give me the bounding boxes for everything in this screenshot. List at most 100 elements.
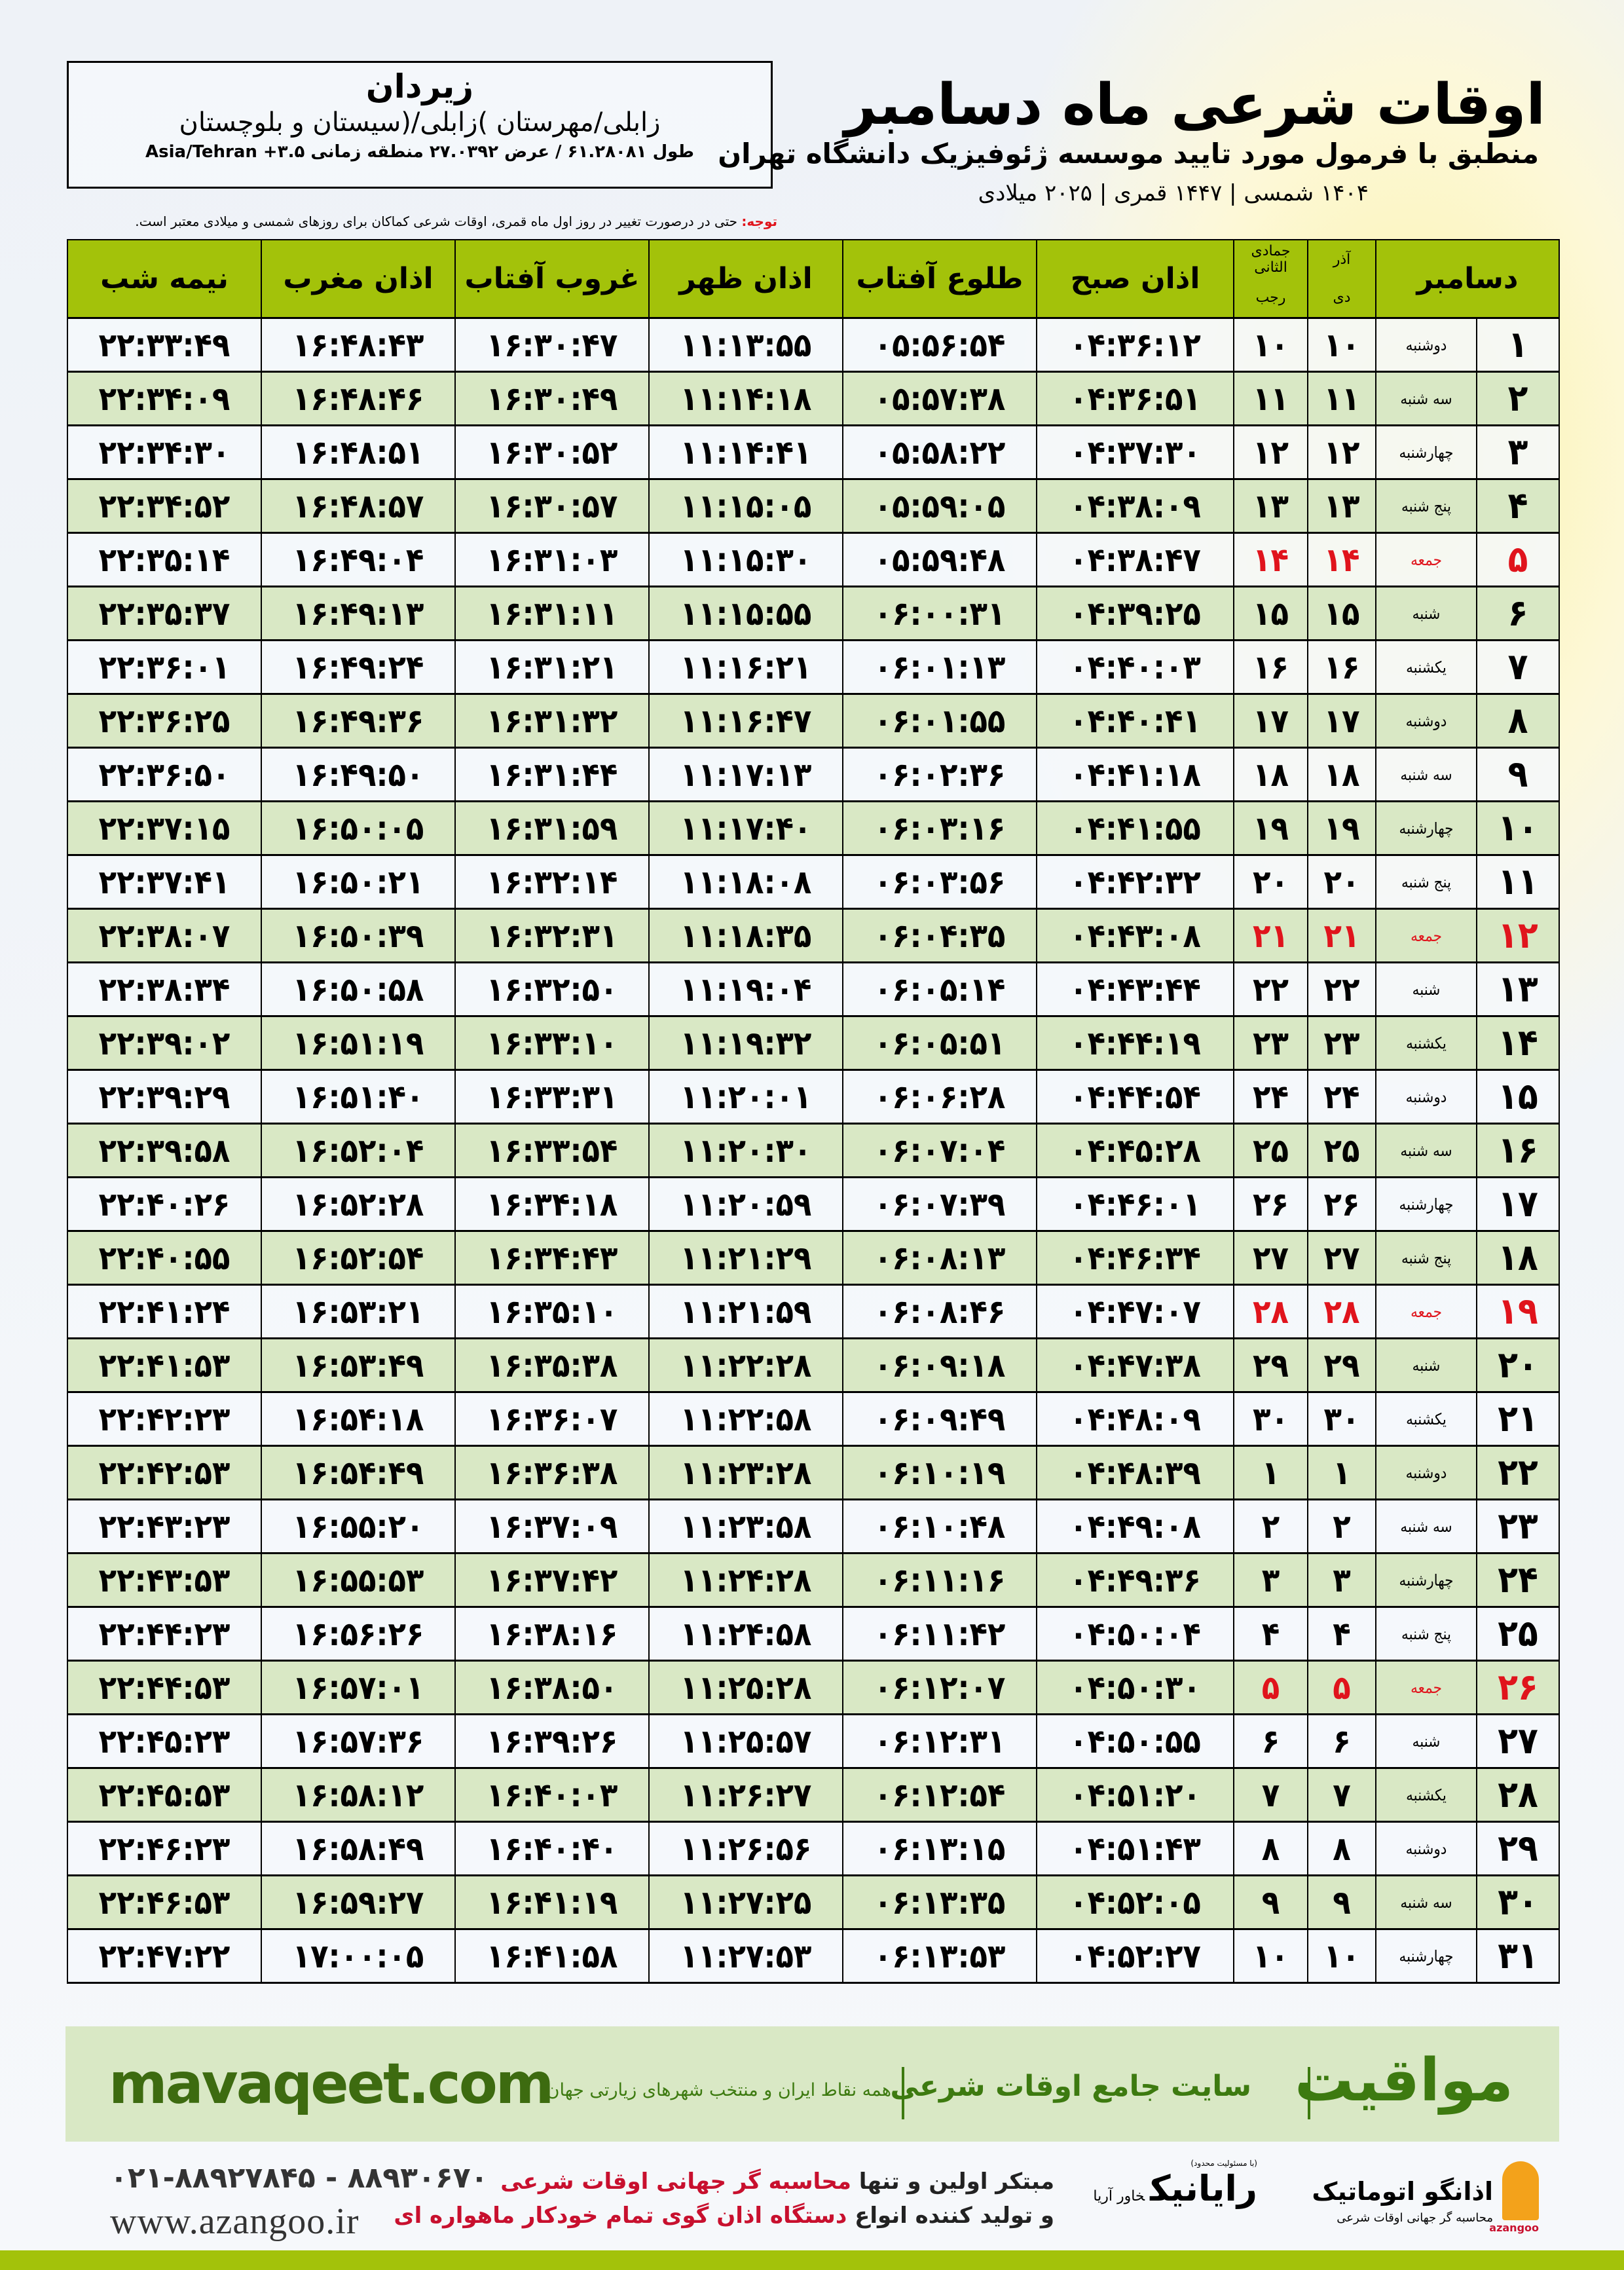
- tolu-time: ۰۶:۰۷:۳۹: [842, 1176, 1037, 1232]
- page-subtitle: منطبق با فرمول مورد تایید موسسه ژئوفیزیک…: [718, 138, 1539, 170]
- shamsi-day: ۱: [1307, 1445, 1376, 1500]
- tolu-time: ۰۶:۱۰:۱۹: [842, 1445, 1037, 1500]
- ghurub-time: ۱۶:۳۴:۱۸: [454, 1176, 650, 1232]
- weekday: سه شنبه: [1375, 1498, 1478, 1554]
- nimeh-time: ۲۲:۴۴:۲۳: [67, 1606, 262, 1662]
- tolu-time: ۰۶:۰۹:۴۹: [842, 1391, 1037, 1447]
- qamari-day: ۱: [1233, 1445, 1308, 1500]
- zohr-time: ۱۱:۱۴:۴۱: [648, 424, 843, 480]
- table-row: ۱۴ یکشنبه ۲۳ ۲۳ ۰۴:۴۴:۱۹ ۰۶:۰۵:۵۱ ۱۱:۱۹:۳۲ ۱۶:۳…: [67, 1015, 1560, 1071]
- zohr-time: ۱۱:۲۴:۲۸: [648, 1552, 843, 1608]
- header-shamsi-bottom: دی: [1307, 278, 1376, 319]
- sobh-time: ۰۴:۵۲:۰۵: [1036, 1874, 1234, 1930]
- weekday: دوشنبه: [1375, 317, 1478, 373]
- tolu-time: ۰۶:۱۲:۳۱: [842, 1713, 1037, 1769]
- maghreb-time: ۱۶:۵۸:۴۹: [261, 1821, 456, 1876]
- weekday: جمعه: [1375, 1660, 1478, 1715]
- nimeh-time: ۲۲:۴۷:۲۲: [67, 1928, 262, 1984]
- year-line: ۱۴۰۴ شمسی | ۱۴۴۷ قمری | ۲۰۲۵ میلادی: [978, 180, 1369, 206]
- weekday: سه شنبه: [1375, 1123, 1478, 1178]
- divider: [902, 2067, 904, 2119]
- ad-line2-a: و تولید کننده انواع: [847, 2203, 1054, 2229]
- zohr-time: ۱۱:۲۲:۵۸: [648, 1391, 843, 1447]
- day-number: ۱۰: [1476, 800, 1560, 856]
- nimeh-time: ۲۲:۴۰:۵۵: [67, 1230, 262, 1286]
- tolu-time: ۰۶:۰۷:۰۴: [842, 1123, 1037, 1178]
- day-number: ۱۶: [1476, 1123, 1560, 1178]
- region-name: زابلی/مهرستان )زابلی/(سیستان و بلوچستان: [179, 107, 661, 138]
- zohr-time: ۱۱:۲۱:۲۹: [648, 1230, 843, 1286]
- weekday: یکشنبه: [1375, 1391, 1478, 1447]
- ghurub-time: ۱۶:۳۷:۴۲: [454, 1552, 650, 1608]
- header-qamari-top: جمادی الثانی: [1233, 238, 1308, 279]
- day-number: ۱۹: [1476, 1284, 1560, 1339]
- table-row: ۲۵ پنج شنبه ۴ ۴ ۰۴:۵۰:۰۴ ۰۶:۱۱:۴۲ ۱۱:۲۴:۵۸ ۱۶:۳…: [67, 1606, 1560, 1662]
- sobh-time: ۰۴:۴۸:۰۹: [1036, 1391, 1234, 1447]
- table-row: ۲ سه شنبه ۱۱ ۱۱ ۰۴:۳۶:۵۱ ۰۵:۵۷:۳۸ ۱۱:۱۴:۱۸ ۱۶:۳…: [67, 371, 1560, 426]
- promo-site-link[interactable]: mavaqeet.com: [109, 2051, 554, 2117]
- sobh-time: ۰۴:۴۸:۳۹: [1036, 1445, 1234, 1500]
- nimeh-time: ۲۲:۴۰:۲۶: [67, 1176, 262, 1232]
- maghreb-time: ۱۶:۴۹:۵۰: [261, 747, 456, 802]
- ghurub-time: ۱۶:۴۰:۰۳: [454, 1767, 650, 1823]
- table-row: ۱۲ جمعه ۲۱ ۲۱ ۰۴:۴۳:۰۸ ۰۶:۰۴:۳۵ ۱۱:۱۸:۳۵ ۱۶:۳۲:…: [67, 908, 1560, 963]
- qamari-day: ۳: [1233, 1552, 1308, 1608]
- tolu-time: ۰۶:۱۲:۰۷: [842, 1660, 1037, 1715]
- day-number: ۲۰: [1476, 1337, 1560, 1393]
- sobh-time: ۰۴:۵۱:۲۰: [1036, 1767, 1234, 1823]
- qamari-day: ۱۷: [1233, 693, 1308, 749]
- qamari-day: ۲۴: [1233, 1069, 1308, 1125]
- ghurub-time: ۱۶:۳۲:۵۰: [454, 961, 650, 1017]
- nimeh-time: ۲۲:۳۶:۵۰: [67, 747, 262, 802]
- weekday: چهارشنبه: [1375, 1552, 1478, 1608]
- weekday: پنج شنبه: [1375, 1230, 1478, 1286]
- table-row: ۱۱ پنج شنبه ۲۰ ۲۰ ۰۴:۴۲:۳۲ ۰۶:۰۳:۵۶ ۱۱:۱۸:۰۸ ۱۶…: [67, 854, 1560, 910]
- website-link[interactable]: www.azangoo.ir: [110, 2201, 360, 2242]
- maghreb-time: ۱۶:۵۴:۱۸: [261, 1391, 456, 1447]
- weekday: شنبه: [1375, 961, 1478, 1017]
- tolu-time: ۰۶:۰۸:۴۶: [842, 1284, 1037, 1339]
- day-number: ۳۱: [1476, 1928, 1560, 1984]
- brand-logo-mavaqeet: مواقیت: [1295, 2046, 1513, 2115]
- nimeh-time: ۲۲:۴۲:۲۳: [67, 1391, 262, 1447]
- day-number: ۱۴: [1476, 1015, 1560, 1071]
- zohr-time: ۱۱:۱۹:۳۲: [648, 1015, 843, 1071]
- tolu-time: ۰۶:۰۸:۱۳: [842, 1230, 1037, 1286]
- shamsi-day: ۹: [1307, 1874, 1376, 1930]
- sobh-time: ۰۴:۴۷:۰۷: [1036, 1284, 1234, 1339]
- weekday: سه شنبه: [1375, 747, 1478, 802]
- table-row: ۹ سه شنبه ۱۸ ۱۸ ۰۴:۴۱:۱۸ ۰۶:۰۲:۳۶ ۱۱:۱۷:۱۳ ۱۶:۳…: [67, 747, 1560, 802]
- weekday: پنج شنبه: [1375, 1606, 1478, 1662]
- sobh-time: ۰۴:۳۶:۱۲: [1036, 317, 1234, 373]
- nimeh-time: ۲۲:۳۶:۰۱: [67, 639, 262, 695]
- day-number: ۲۶: [1476, 1660, 1560, 1715]
- day-number: ۱۳: [1476, 961, 1560, 1017]
- day-number: ۲۲: [1476, 1445, 1560, 1500]
- table-row: ۱۶ سه شنبه ۲۵ ۲۵ ۰۴:۴۵:۲۸ ۰۶:۰۷:۰۴ ۱۱:۲۰:۳۰ ۱۶:…: [67, 1123, 1560, 1178]
- zohr-time: ۱۱:۱۴:۱۸: [648, 371, 843, 426]
- table-row: ۳۰ سه شنبه ۹ ۹ ۰۴:۵۲:۰۵ ۰۶:۱۳:۳۵ ۱۱:۲۷:۲۵ ۱۶:۴۱…: [67, 1874, 1560, 1930]
- ghurub-time: ۱۶:۳۰:۵۷: [454, 478, 650, 534]
- ghurub-time: ۱۶:۳۳:۵۴: [454, 1123, 650, 1178]
- tolu-time: ۰۶:۱۳:۵۳: [842, 1928, 1037, 1984]
- ghurub-time: ۱۶:۳۵:۳۸: [454, 1337, 650, 1393]
- qamari-day: ۷: [1233, 1767, 1308, 1823]
- day-number: ۱۸: [1476, 1230, 1560, 1286]
- qamari-day: ۲۳: [1233, 1015, 1308, 1071]
- shamsi-day: ۱۰: [1307, 317, 1376, 373]
- table-row: ۱۰ چهارشنبه ۱۹ ۱۹ ۰۴:۴۱:۵۵ ۰۶:۰۳:۱۶ ۱۱:۱۷:۴۰ ۱۶…: [67, 800, 1560, 856]
- shamsi-day: ۲۵: [1307, 1123, 1376, 1178]
- table-row: ۲۹ دوشنبه ۸ ۸ ۰۴:۵۱:۴۳ ۰۶:۱۳:۱۵ ۱۱:۲۶:۵۶ ۱۶:۴۰:…: [67, 1821, 1560, 1876]
- zohr-time: ۱۱:۲۱:۵۹: [648, 1284, 843, 1339]
- weekday: سه شنبه: [1375, 371, 1478, 426]
- nimeh-time: ۲۲:۳۷:۱۵: [67, 800, 262, 856]
- coordinates: طول ۶۱.۲۸۰۸۱ / عرض ۲۷.۰۳۹۲ منطقه زمانی A…: [145, 142, 694, 162]
- weekday: پنج شنبه: [1375, 854, 1478, 910]
- nimeh-time: ۲۲:۴۳:۲۳: [67, 1498, 262, 1554]
- day-number: ۴: [1476, 478, 1560, 534]
- qamari-day: ۲۶: [1233, 1176, 1308, 1232]
- maghreb-time: ۱۶:۵۲:۵۴: [261, 1230, 456, 1286]
- zohr-time: ۱۱:۱۳:۵۵: [648, 317, 843, 373]
- sobh-time: ۰۴:۴۳:۰۸: [1036, 908, 1234, 963]
- tolu-time: ۰۶:۱۱:۱۶: [842, 1552, 1037, 1608]
